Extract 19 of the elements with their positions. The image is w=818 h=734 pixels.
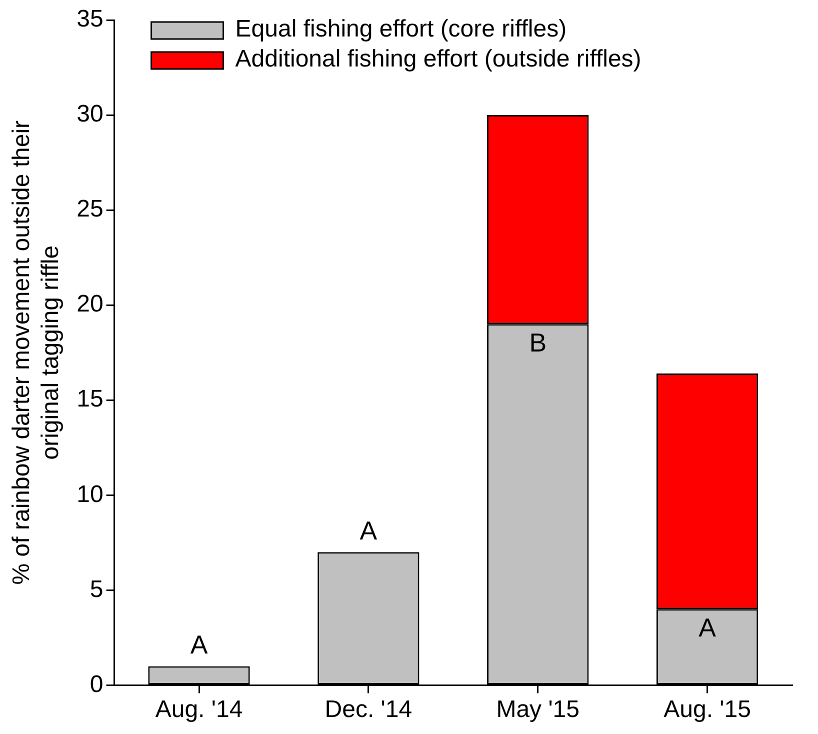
y-tick-label: 20 bbox=[76, 290, 104, 318]
y-tick-label: 0 bbox=[90, 670, 104, 698]
x-tick-label: Aug. '15 bbox=[664, 696, 751, 724]
annotation: A bbox=[360, 515, 378, 546]
legend-label: Additional fishing effort (outside riffles) bbox=[235, 46, 642, 73]
y-tick-label: 5 bbox=[90, 576, 104, 603]
y-tick-label: 10 bbox=[76, 480, 104, 508]
annotation: A bbox=[698, 612, 717, 642]
y-tick-label: 15 bbox=[76, 386, 104, 413]
annotation: A bbox=[190, 629, 208, 660]
y-axis-title: % of rainbow darter movement outside their original tagging riffle bbox=[8, 120, 64, 585]
x-tick-label: Dec. '14 bbox=[324, 696, 412, 724]
y-tick-label: 25 bbox=[76, 196, 104, 223]
annotation: B bbox=[529, 327, 547, 358]
x-tick-label: May '15 bbox=[496, 696, 580, 724]
x-tick-label: Aug. '14 bbox=[155, 696, 243, 724]
y-tick-label: 30 bbox=[76, 100, 104, 128]
y-tick-label: 35 bbox=[76, 6, 104, 33]
legend-label: Equal fishing effort (core riffles) bbox=[235, 16, 567, 43]
